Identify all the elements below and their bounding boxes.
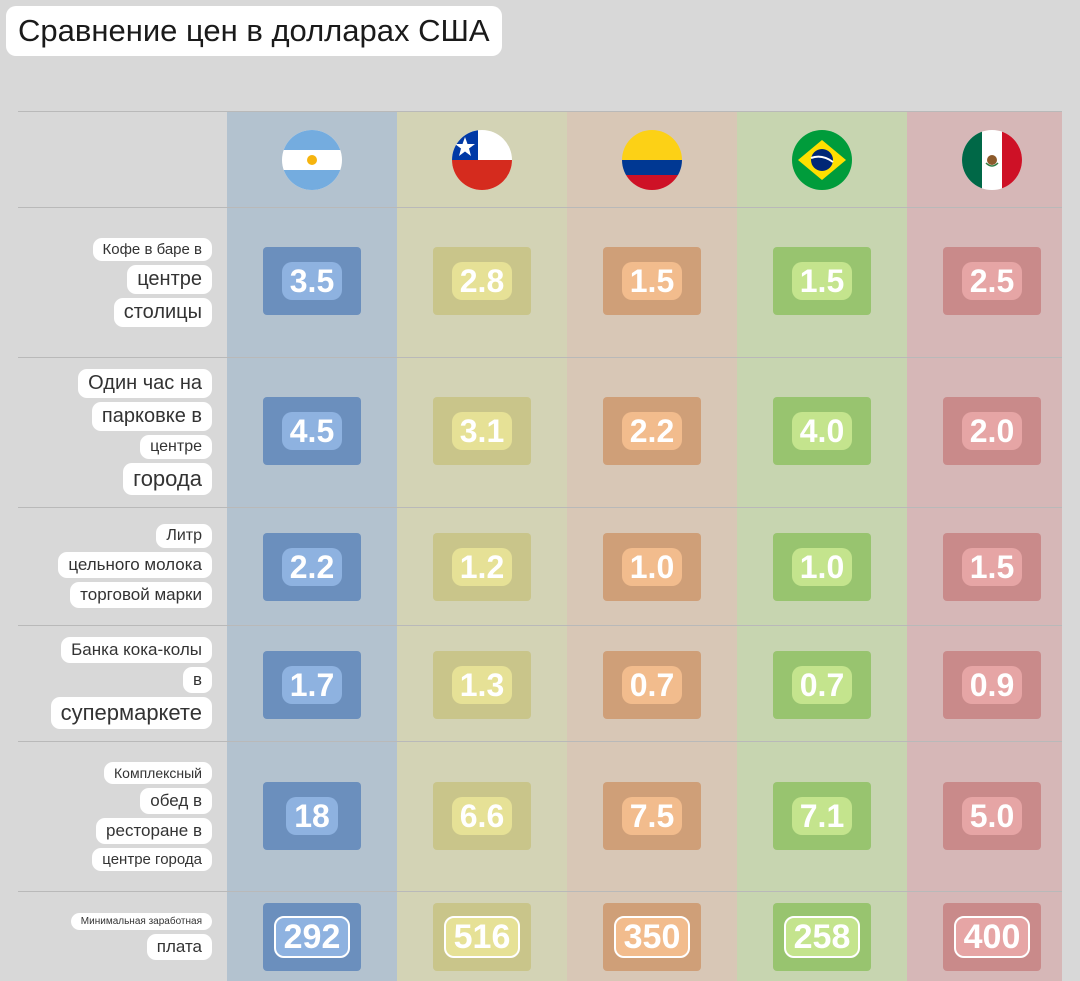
- brazil-flag-icon: [792, 130, 852, 190]
- row-label-line: плата: [146, 933, 212, 960]
- price-value: 350: [613, 916, 691, 958]
- price-value: 292: [273, 916, 351, 958]
- price-cell: 1.5: [603, 247, 701, 315]
- price-cell: 7.5: [603, 782, 701, 850]
- price-cell: 1.5: [943, 533, 1041, 601]
- row-label-line: обед в: [140, 787, 212, 814]
- price-cell: 1.5: [773, 247, 871, 315]
- price-cell: 4.5: [263, 397, 361, 465]
- row-label: Минимальная заработная плата: [20, 891, 212, 981]
- price-cell: 2.0: [943, 397, 1041, 465]
- price-cell: 18: [263, 782, 361, 850]
- price-cell: 1.3: [433, 651, 531, 719]
- price-cell: 1.0: [603, 533, 701, 601]
- price-value: 7.1: [791, 797, 853, 835]
- price-cell: 3.1: [433, 397, 531, 465]
- price-value: 18: [286, 797, 338, 835]
- row-label-line: Кофе в баре в: [92, 237, 212, 261]
- row-label-line: супермаркете: [50, 697, 212, 729]
- row-label-line: цельного молока: [58, 552, 212, 578]
- row-label: Литр цельного молока торговой марки: [20, 507, 212, 625]
- row-label-line: центре: [127, 264, 212, 294]
- row-divider: [18, 741, 1062, 742]
- row-label: Кофе в баре в центре столицы: [20, 207, 212, 357]
- row-label: Комплексный обед в ресторане в центре город…: [20, 741, 212, 891]
- price-cell: 516: [433, 903, 531, 971]
- price-value: 400: [953, 916, 1031, 958]
- price-value: 3.1: [451, 412, 513, 450]
- price-value: 2.2: [621, 412, 683, 450]
- price-cell: 4.0: [773, 397, 871, 465]
- price-cell: 350: [603, 903, 701, 971]
- price-cell: 2.2: [263, 533, 361, 601]
- row-label-line: в: [182, 667, 212, 693]
- row-divider: [18, 891, 1062, 892]
- price-cell: 7.1: [773, 782, 871, 850]
- argentina-flag-icon: [282, 130, 342, 190]
- row-divider: [18, 625, 1062, 626]
- price-value: 7.5: [621, 797, 683, 835]
- row-label: Один час на парковке в центре города: [20, 357, 212, 507]
- price-value: 2.0: [961, 412, 1023, 450]
- page-title: Сравнение цен в долларах США: [6, 6, 502, 56]
- price-cell: 258: [773, 903, 871, 971]
- price-value: 1.5: [961, 548, 1023, 586]
- price-cell: 292: [263, 903, 361, 971]
- price-cell: 1.2: [433, 533, 531, 601]
- price-value: 2.2: [281, 548, 343, 586]
- price-value: 258: [783, 916, 861, 958]
- mexico-flag-icon: [962, 130, 1022, 190]
- price-cell: 400: [943, 903, 1041, 971]
- price-cell: 1.7: [263, 651, 361, 719]
- row-label-line: центре: [140, 435, 212, 459]
- price-cell: 1.0: [773, 533, 871, 601]
- price-cell: 0.7: [773, 651, 871, 719]
- price-value: 3.5: [281, 262, 343, 300]
- price-value: 1.5: [621, 262, 683, 300]
- price-cell: 6.6: [433, 782, 531, 850]
- price-value: 1.5: [791, 262, 853, 300]
- price-value: 6.6: [451, 797, 513, 835]
- price-value: 1.3: [451, 666, 513, 704]
- row-label-line: ресторане в: [96, 817, 212, 844]
- price-value: 4.0: [791, 412, 853, 450]
- row-label-line: города: [123, 463, 212, 495]
- row-divider: [18, 357, 1062, 358]
- price-value: 5.0: [961, 797, 1023, 835]
- price-value: 0.9: [961, 666, 1023, 704]
- row-label-line: Литр: [156, 524, 212, 548]
- row-label-line: столицы: [113, 297, 212, 327]
- price-cell: 2.8: [433, 247, 531, 315]
- price-value: 4.5: [281, 412, 343, 450]
- price-value: 0.7: [791, 666, 853, 704]
- price-cell: 0.7: [603, 651, 701, 719]
- price-value: 1.0: [791, 548, 853, 586]
- row-label-line: Один час на: [78, 369, 212, 398]
- row-label-line: парковке в: [91, 402, 212, 431]
- price-value: 516: [443, 916, 521, 958]
- price-cell: 2.2: [603, 397, 701, 465]
- chile-flag-icon: [452, 130, 512, 190]
- row-divider: [18, 111, 1062, 112]
- price-value: 1.2: [451, 548, 513, 586]
- price-value: 2.8: [451, 262, 513, 300]
- row-label-line: Минимальная заработная: [70, 912, 212, 930]
- row-label-line: центре города: [92, 847, 212, 871]
- price-cell: 2.5: [943, 247, 1041, 315]
- row-label: Банка кока-колы в супермаркете: [20, 625, 212, 741]
- price-value: 1.0: [621, 548, 683, 586]
- row-label-line: торговой марки: [70, 582, 212, 608]
- price-cell: 3.5: [263, 247, 361, 315]
- price-cell: 5.0: [943, 782, 1041, 850]
- price-cell: 0.9: [943, 651, 1041, 719]
- row-divider: [18, 207, 1062, 208]
- price-value: 2.5: [961, 262, 1023, 300]
- row-label-line: Банка кока-колы: [61, 637, 212, 663]
- price-value: 1.7: [281, 666, 343, 704]
- price-value: 0.7: [621, 666, 683, 704]
- colombia-flag-icon: [622, 130, 682, 190]
- row-label-line: Комплексный: [104, 761, 212, 784]
- row-divider: [18, 507, 1062, 508]
